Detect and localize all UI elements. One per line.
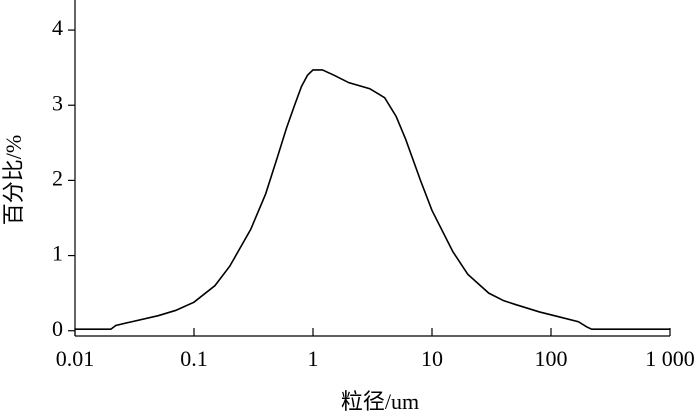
x-tick-label: 1 <box>308 346 319 371</box>
x-tick-label: 0.1 <box>180 346 208 371</box>
y-tick-label: 1 <box>52 241 63 266</box>
x-tick-label: 100 <box>535 346 568 371</box>
y-tick-label: 2 <box>52 165 63 190</box>
y-tick-label: 0 <box>52 316 63 341</box>
x-axis-label: 粒径/um <box>341 389 419 414</box>
x-tick-label: 1 000 <box>645 346 695 371</box>
x-tick-label: 10 <box>421 346 443 371</box>
y-tick-label: 4 <box>52 15 63 40</box>
data-line <box>75 69 670 331</box>
y-axis-label: 百分比/% <box>1 135 26 225</box>
x-tick-label: 0.01 <box>56 346 95 371</box>
y-tick-label: 3 <box>52 90 63 115</box>
